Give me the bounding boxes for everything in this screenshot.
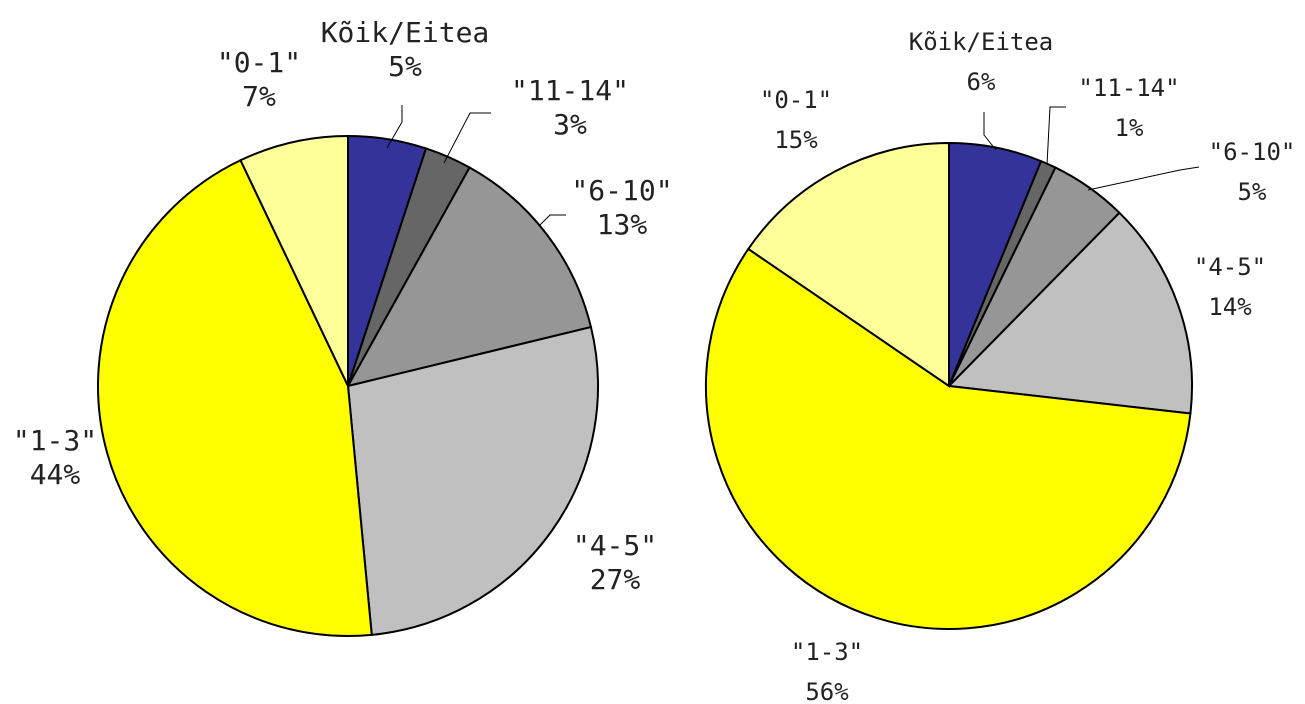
left-pie-leader-6-10 (539, 214, 566, 226)
left-pie-leader-k-ik-eitea (386, 105, 403, 149)
left-pie-pct-6-10: 13% (597, 208, 648, 241)
right-pie-label-6-10: "6-10" (1209, 138, 1296, 166)
right-pie-leader-k-ik-eitea (983, 112, 997, 151)
right-pie-pct-4-5: 14% (1208, 293, 1252, 321)
right-pie-label-0-1: "0-1" (760, 86, 832, 114)
left-pie-pct-0-1: 7% (242, 80, 276, 113)
right-pie-pct-6-10: 5% (1238, 178, 1267, 206)
left-pie-slice-6-10 (346, 166, 593, 388)
left-pie-slice-0-1 (239, 134, 349, 387)
left-pie-label-k-ik-eitea: Kõik/Eitea (321, 16, 490, 49)
right-pie-label-1-3: "1-3" (791, 638, 863, 666)
right-pie-label-4-5: "4-5" (1194, 253, 1266, 281)
left-pie-pct-4-5: 27% (590, 563, 641, 596)
left-pie-pct-11-14: 3% (553, 108, 587, 141)
right-pie-label-11-14: "11-14" (1078, 74, 1179, 102)
right-pie-pct-11-14: 1% (1115, 114, 1144, 142)
left-pie-pct-k-ik-eitea: 5% (388, 50, 422, 83)
left-pie-slice-1-3 (97, 158, 373, 637)
right-pie-leader-11-14 (1046, 106, 1066, 166)
left-pie-label-1-3: "1-3" (13, 424, 97, 457)
left-pie-label-6-10: "6-10" (571, 174, 672, 207)
right-pie-pct-0-1: 15% (774, 126, 818, 154)
right-pie-pct-1-3: 56% (805, 678, 849, 704)
left-pie-leader-11-14 (443, 112, 491, 164)
right-pie-pct-k-ik-eitea: 6% (967, 68, 996, 96)
right-pie-leader-6-10 (1087, 166, 1200, 191)
right-pie-slice-4-5 (946, 211, 1193, 415)
pie-chart-right: Kõik/Eitea 6% "11-14" 1% "6-10" 5% "4-5" 14% "1-… (705, 28, 1296, 704)
left-pie-label-4-5: "4-5" (573, 529, 657, 562)
right-pie-slice-0-1 (746, 141, 950, 388)
left-pie-label-0-1: "0-1" (217, 46, 301, 79)
right-pie-label-k-ik-eitea: Kõik/Eitea (909, 28, 1054, 56)
left-pie-pct-1-3: 44% (30, 458, 81, 491)
left-pie-label-11-14: "11-14" (511, 74, 629, 107)
left-pie-slice-4-5 (346, 325, 599, 636)
right-pie-slice-1-3 (705, 247, 1192, 630)
